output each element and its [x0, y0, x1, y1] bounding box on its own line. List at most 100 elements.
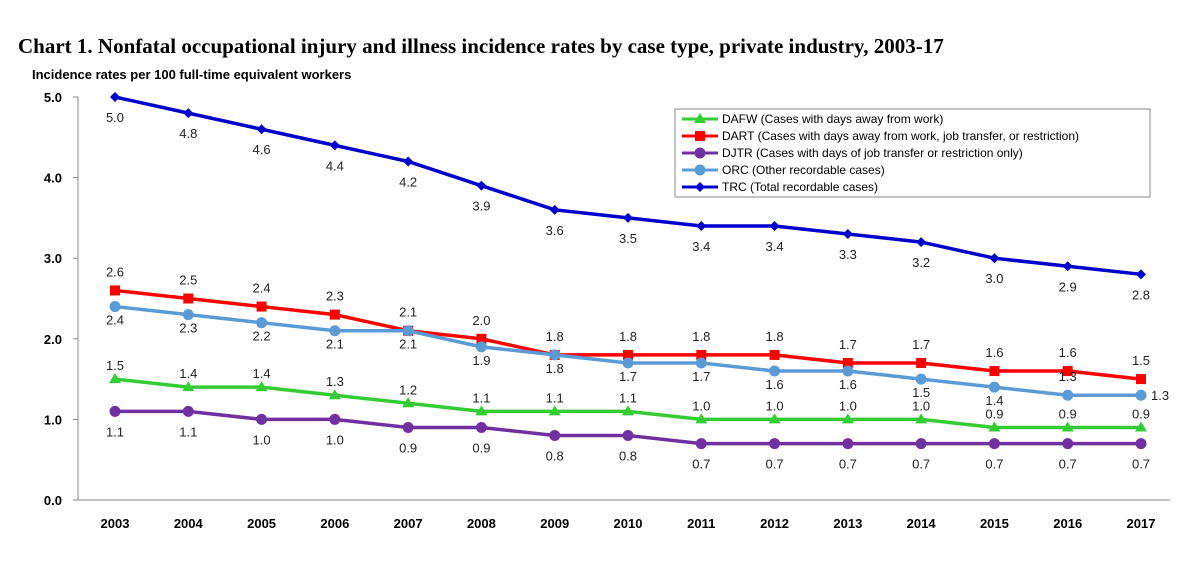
data-point	[475, 405, 488, 416]
data-label: 1.6	[1059, 345, 1077, 360]
data-label: 0.8	[546, 449, 564, 464]
data-point	[622, 405, 634, 416]
data-label: 0.7	[839, 457, 857, 472]
data-label: 1.8	[692, 329, 710, 344]
data-point	[1135, 389, 1147, 401]
y-tick-label: 3.0	[44, 251, 62, 266]
data-point	[402, 325, 414, 337]
data-point	[842, 229, 853, 240]
x-tick-label: 2008	[467, 516, 496, 531]
y-tick-label: 5.0	[44, 90, 62, 105]
data-point	[548, 405, 561, 416]
data-point	[988, 381, 1000, 393]
data-label: 2.5	[179, 273, 197, 288]
data-point	[1061, 421, 1074, 432]
data-label: 1.0	[839, 398, 857, 413]
x-tick-label: 2013	[833, 516, 862, 531]
data-label: 3.6	[546, 223, 564, 238]
chart-title: Chart 1. Nonfatal occupational injury an…	[18, 34, 944, 58]
data-point	[915, 438, 927, 450]
data-point	[623, 349, 633, 360]
data-label: 1.7	[839, 337, 857, 352]
data-label: 1.6	[985, 345, 1003, 360]
data-point	[1062, 438, 1074, 450]
data-label: 0.7	[912, 457, 930, 472]
data-point	[694, 113, 706, 123]
data-point	[402, 421, 414, 433]
data-point	[110, 92, 120, 102]
x-tick-label: 2010	[614, 516, 643, 531]
data-label: 0.7	[766, 457, 784, 472]
data-point	[842, 365, 854, 377]
data-label: 0.7	[1059, 457, 1077, 472]
data-label: 2.0	[472, 313, 490, 328]
data-label: 4.8	[179, 126, 197, 141]
data-point	[402, 397, 415, 408]
data-point	[256, 301, 267, 312]
data-label: 1.0	[253, 432, 271, 447]
x-tick-label: 2007	[394, 516, 423, 531]
data-label: 1.4	[179, 366, 197, 381]
data-label: 0.9	[985, 406, 1003, 421]
data-label: 2.3	[326, 289, 344, 304]
series-dart: 2.6 2.5 2.4 2.3 2.1 2.0 1.8 1.8 1.8 1.8 1.7 1.7 1.6 1…	[106, 264, 1150, 385]
data-point	[255, 381, 268, 392]
data-point	[915, 373, 927, 385]
data-point	[403, 156, 414, 167]
data-label: 1.8	[546, 329, 564, 344]
data-point	[182, 381, 195, 392]
data-point	[842, 438, 854, 450]
x-tick-label: 2004	[174, 516, 204, 531]
data-label: 1.7	[619, 369, 637, 384]
data-label: 3.9	[472, 199, 490, 214]
data-label: 1.7	[692, 369, 710, 384]
data-point	[549, 349, 561, 361]
data-label: 3.2	[912, 255, 930, 270]
data-point	[256, 413, 268, 425]
data-label: 1.1	[179, 424, 197, 439]
data-label: 2.4	[106, 313, 124, 328]
data-point	[110, 285, 120, 296]
data-point	[256, 317, 268, 329]
data-label: 1.1	[619, 390, 637, 405]
data-label: 1.7	[912, 337, 930, 352]
data-label: 1.2	[399, 382, 417, 397]
data-point	[841, 413, 854, 424]
data-label: 3.5	[619, 231, 637, 246]
data-label: 4.2	[399, 174, 417, 189]
data-label: 3.3	[839, 247, 857, 262]
legend-box	[674, 108, 1151, 198]
data-point	[695, 438, 707, 450]
x-tick-label: 2012	[760, 516, 789, 531]
data-label: 0.7	[692, 457, 710, 472]
data-point	[768, 413, 781, 424]
legend-entry: DART (Cases with days away from work, jo…	[722, 129, 1079, 143]
data-label: 2.4	[253, 281, 271, 296]
data-point	[842, 357, 853, 368]
data-point	[1062, 389, 1074, 401]
data-label: 1.4	[253, 366, 271, 381]
data-label: 1.0	[326, 432, 344, 447]
data-point	[328, 389, 341, 400]
data-label: 3.4	[692, 239, 710, 254]
data-label: 1.5	[912, 385, 930, 400]
data-point	[183, 108, 194, 119]
data-point	[549, 204, 560, 215]
data-point	[695, 182, 705, 192]
data-point	[769, 220, 780, 231]
x-tick-label: 2006	[320, 516, 349, 531]
data-label: 1.8	[546, 361, 564, 376]
data-label: 2.2	[253, 329, 271, 344]
legend-entry: DJTR (Cases with days of job transfer or…	[722, 146, 1023, 160]
x-tick-label: 2017	[1127, 516, 1156, 531]
data-label: 2.1	[326, 337, 344, 352]
series-orc: 2.4 2.3 2.2 2.1 2.1 1.9 1.8 1.7 1.7 1.6 1.6 1.5 1.4 1…	[106, 301, 1169, 408]
data-point	[916, 357, 927, 368]
x-tick-label: 2011	[687, 516, 715, 531]
data-point	[256, 124, 267, 135]
data-label: 4.6	[253, 142, 271, 157]
data-point	[623, 212, 633, 223]
data-point	[769, 438, 781, 450]
data-point	[183, 293, 194, 304]
